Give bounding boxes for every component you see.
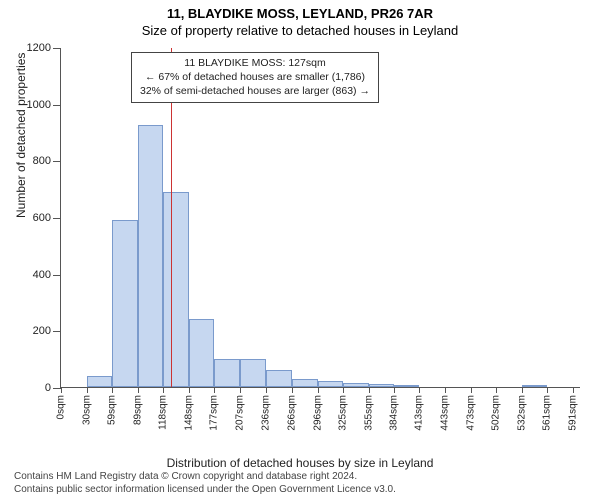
histogram-bar [214, 359, 240, 387]
x-tick [522, 387, 523, 393]
x-tick-label: 296sqm [312, 395, 323, 431]
x-tick-label: 89sqm [133, 395, 144, 425]
x-tick [266, 387, 267, 393]
y-tick [53, 331, 61, 332]
x-axis-label: Distribution of detached houses by size … [0, 456, 600, 470]
x-tick-label: 591sqm [568, 395, 579, 431]
x-tick-label: 236sqm [260, 395, 271, 431]
x-tick [419, 387, 420, 393]
y-tick-label: 200 [33, 325, 51, 337]
x-tick-label: 532sqm [517, 395, 528, 431]
x-tick-label: 207sqm [235, 395, 246, 431]
x-tick-label: 355sqm [363, 395, 374, 431]
x-tick [573, 387, 574, 393]
y-tick-label: 1000 [27, 99, 51, 111]
plot-region: 0200400600800100012000sqm30sqm59sqm89sqm… [60, 48, 580, 388]
x-tick [240, 387, 241, 393]
y-tick [53, 105, 61, 106]
x-tick [138, 387, 139, 393]
x-tick [496, 387, 497, 393]
x-tick-label: 384sqm [388, 395, 399, 431]
x-tick-label: 325sqm [337, 395, 348, 431]
plot-area: 0200400600800100012000sqm30sqm59sqm89sqm… [60, 48, 580, 388]
y-tick-label: 400 [33, 269, 51, 281]
x-tick [343, 387, 344, 393]
footer-line1: Contains HM Land Registry data © Crown c… [14, 470, 396, 483]
title-subtitle: Size of property relative to detached ho… [0, 23, 600, 38]
x-tick [87, 387, 88, 393]
x-tick-label: 177sqm [209, 395, 220, 431]
x-tick [163, 387, 164, 393]
x-tick-label: 30sqm [82, 395, 93, 425]
x-tick-label: 561sqm [542, 395, 553, 431]
annotation-box: 11 BLAYDIKE MOSS: 127sqm← 67% of detache… [131, 52, 379, 103]
histogram-bar [394, 385, 419, 387]
x-tick [318, 387, 319, 393]
chart-container: 11, BLAYDIKE MOSS, LEYLAND, PR26 7AR Siz… [0, 0, 600, 500]
x-tick-label: 0sqm [56, 395, 67, 419]
annotation-line: ← 67% of detached houses are smaller (1,… [140, 70, 370, 84]
histogram-bar [266, 370, 292, 387]
histogram-bar [240, 359, 265, 387]
histogram-bar [138, 125, 163, 387]
x-tick [394, 387, 395, 393]
x-tick-label: 266sqm [286, 395, 297, 431]
y-tick [53, 161, 61, 162]
y-tick [53, 48, 61, 49]
x-tick-label: 473sqm [465, 395, 476, 431]
footer-line2: Contains public sector information licen… [14, 483, 396, 496]
histogram-bar [163, 192, 189, 388]
histogram-bar [369, 384, 394, 387]
y-tick-label: 800 [33, 155, 51, 167]
histogram-bar [189, 319, 214, 387]
histogram-bar [318, 381, 343, 387]
histogram-bar [343, 383, 369, 387]
footer-attribution: Contains HM Land Registry data © Crown c… [14, 470, 396, 496]
annotation-line: 32% of semi-detached houses are larger (… [140, 84, 370, 98]
x-tick-label: 413sqm [413, 395, 424, 431]
y-tick-label: 600 [33, 212, 51, 224]
x-tick [292, 387, 293, 393]
x-tick [214, 387, 215, 393]
y-axis-label: Number of detached properties [14, 53, 28, 218]
title-address: 11, BLAYDIKE MOSS, LEYLAND, PR26 7AR [0, 0, 600, 21]
x-tick [471, 387, 472, 393]
y-tick [53, 275, 61, 276]
y-tick [53, 218, 61, 219]
x-tick-label: 443sqm [439, 395, 450, 431]
x-tick-label: 148sqm [184, 395, 195, 431]
x-tick-label: 118sqm [158, 395, 169, 430]
x-tick [189, 387, 190, 393]
annotation-line: 11 BLAYDIKE MOSS: 127sqm [140, 56, 370, 70]
histogram-bar [522, 385, 547, 387]
x-tick [445, 387, 446, 393]
x-tick [112, 387, 113, 393]
y-tick-label: 1200 [27, 42, 51, 54]
x-tick-label: 502sqm [491, 395, 502, 431]
histogram-bar [87, 376, 112, 387]
x-tick [547, 387, 548, 393]
histogram-bar [112, 220, 138, 387]
y-tick-label: 0 [45, 382, 51, 394]
x-tick [369, 387, 370, 393]
y-tick [53, 388, 61, 389]
histogram-bar [292, 379, 318, 388]
x-tick [61, 387, 62, 393]
x-tick-label: 59sqm [107, 395, 118, 425]
